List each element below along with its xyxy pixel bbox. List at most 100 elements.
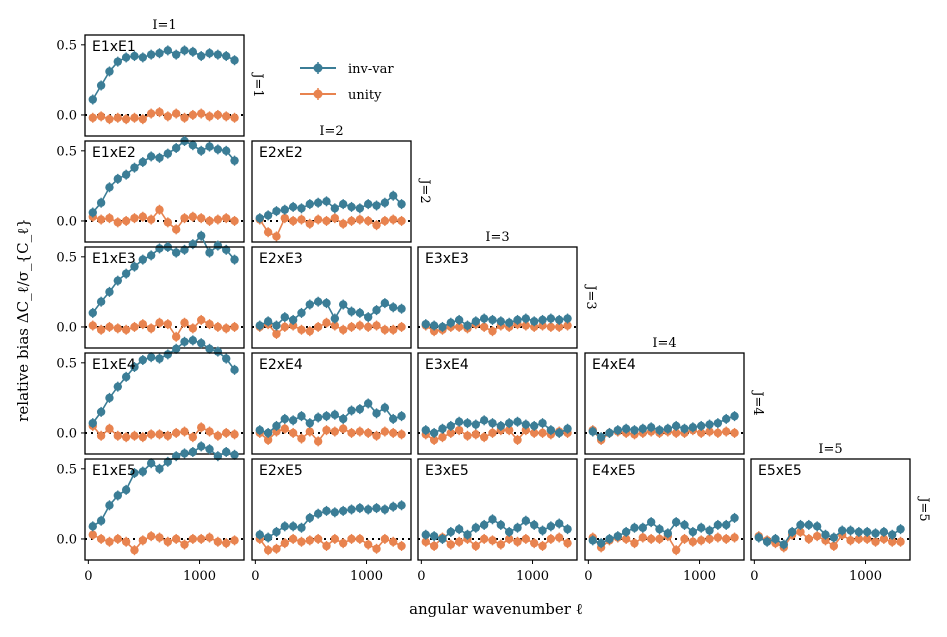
data-point-unity [446, 540, 456, 549]
data-point-inv-var [196, 442, 206, 451]
data-point-unity [479, 322, 489, 332]
data-point-unity [88, 113, 97, 122]
data-point-inv-var [322, 197, 331, 206]
row-label: J=5 [916, 495, 931, 521]
data-point-inv-var [521, 516, 531, 525]
data-point-unity [347, 428, 356, 438]
data-point-inv-var [205, 444, 214, 454]
data-point-unity [372, 321, 381, 330]
data-point-inv-var [155, 464, 164, 474]
data-point-unity [555, 322, 564, 332]
data-point-unity [130, 545, 139, 555]
data-point-inv-var [421, 319, 430, 329]
data-point-unity [146, 531, 156, 541]
data-point-inv-var [188, 239, 198, 249]
data-point-unity [355, 534, 365, 544]
data-point-unity [88, 530, 97, 539]
data-point-inv-var [171, 50, 181, 59]
data-point-unity [363, 322, 373, 332]
data-point-unity [479, 534, 489, 544]
data-point-inv-var [888, 530, 897, 539]
panel-e3xe5: E3xE5 0 1000 [417, 458, 578, 584]
data-point-unity [479, 432, 489, 442]
data-point-unity [438, 432, 447, 442]
data-point-inv-var [205, 248, 214, 257]
x-tick-label: 0 [251, 569, 259, 584]
data-point-unity [230, 216, 239, 226]
data-point-unity [205, 319, 214, 329]
data-point-inv-var [538, 526, 547, 535]
data-point-unity [563, 538, 572, 548]
data-point-inv-var [421, 530, 430, 539]
panel-frame [251, 352, 412, 455]
data-point-inv-var [280, 522, 290, 531]
data-point-inv-var [272, 321, 281, 330]
data-point-inv-var [646, 517, 656, 527]
panel-title: E1xE2 [92, 145, 136, 161]
data-point-unity [121, 537, 131, 546]
data-point-unity [171, 109, 181, 118]
data-point-unity [454, 425, 464, 435]
data-point-inv-var [705, 420, 714, 429]
data-point-unity [163, 431, 173, 440]
series-line-inv-var [592, 415, 735, 439]
data-point-inv-var [105, 501, 114, 510]
data-point-inv-var [96, 198, 106, 207]
legend-entry-unity: unity [300, 88, 382, 103]
data-point-inv-var [389, 303, 398, 312]
data-point-unity [180, 113, 189, 122]
data-point-inv-var [588, 536, 597, 545]
data-point-unity [196, 423, 206, 432]
data-point-unity [305, 427, 315, 436]
data-point-unity [146, 324, 156, 333]
data-point-inv-var [121, 269, 131, 278]
data-point-unity [263, 435, 273, 445]
data-point-inv-var [288, 315, 298, 325]
data-point-inv-var [605, 534, 614, 544]
data-point-inv-var [121, 372, 131, 382]
panel-e1xe5: E1xE5 0.0 0.5 0 1000 [56, 441, 245, 584]
data-point-inv-var [163, 149, 173, 158]
data-point-unity [471, 430, 481, 439]
data-point-unity [196, 315, 206, 325]
data-point-unity [297, 537, 306, 546]
data-point-inv-var [130, 51, 139, 61]
data-point-unity [347, 322, 356, 332]
data-point-inv-var [347, 505, 356, 514]
data-point-unity [213, 431, 223, 440]
series-line-inv-var [259, 300, 402, 327]
x-tick-label: 0 [584, 569, 592, 584]
data-point-unity [389, 325, 398, 334]
data-point-inv-var [330, 314, 340, 323]
data-point-inv-var [338, 199, 348, 209]
data-point-unity [380, 325, 390, 334]
data-point-unity [363, 428, 373, 438]
data-point-unity [213, 110, 223, 120]
data-point-inv-var [138, 467, 148, 476]
data-point-inv-var [146, 251, 156, 260]
data-point-inv-var [155, 153, 164, 163]
data-point-unity [862, 534, 872, 544]
data-point-inv-var [696, 421, 706, 431]
data-point-unity [146, 430, 156, 439]
data-point-unity [330, 321, 340, 330]
data-point-unity [496, 540, 506, 549]
legend-label-inv-var: inv-var [348, 62, 394, 77]
data-point-inv-var [213, 145, 223, 154]
data-point-inv-var [854, 527, 864, 537]
data-point-unity [163, 319, 173, 329]
data-point-inv-var [446, 421, 456, 431]
data-point-unity [205, 112, 214, 121]
data-point-unity [313, 534, 323, 544]
data-point-unity [138, 536, 148, 545]
data-point-inv-var [213, 451, 223, 461]
data-point-inv-var [163, 457, 173, 467]
data-point-inv-var [263, 211, 273, 220]
data-point-inv-var [713, 520, 723, 530]
data-point-inv-var [113, 382, 123, 391]
y-tick-label: 0.0 [56, 426, 77, 441]
panel-e2xe5: E2xE5 0 1000 [251, 458, 412, 584]
data-point-inv-var [496, 520, 506, 530]
data-point-unity [105, 213, 114, 223]
data-point-unity [163, 218, 173, 227]
